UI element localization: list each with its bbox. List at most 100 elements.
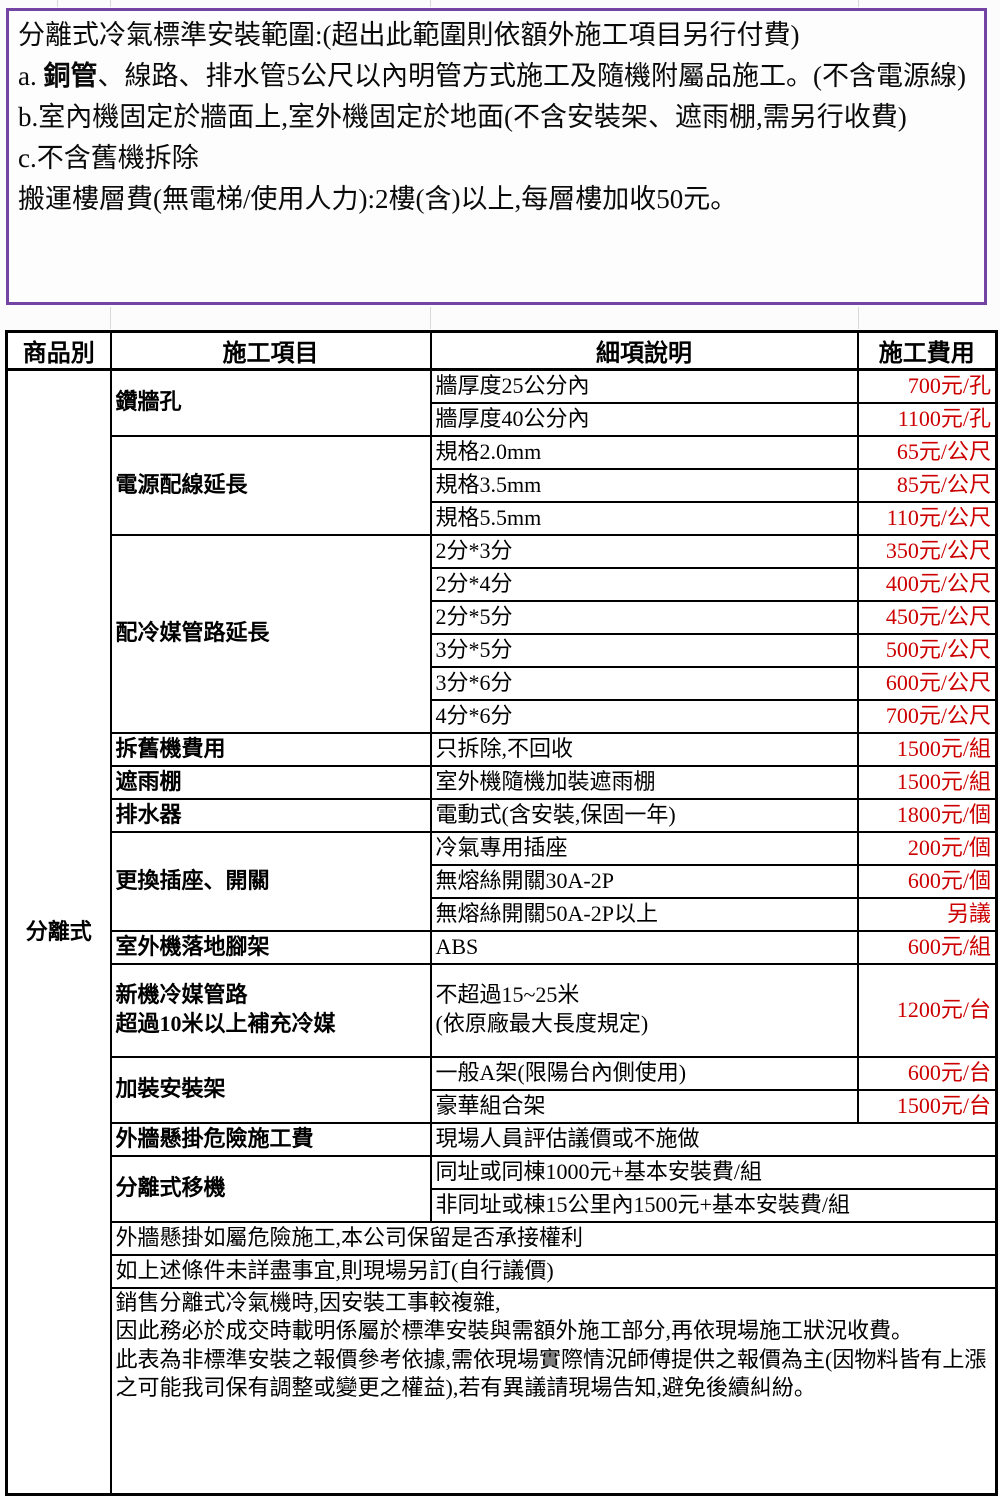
table-row: 分離式 鑽牆孔 牆厚度25公分內 700元/孔 (5, 368, 998, 1496)
detail-cell: 規格3.5mm (429, 467, 859, 503)
detail-cell: 3分*5分 (429, 632, 859, 668)
fee-cell: 200元/個 (856, 830, 998, 866)
table-row: 外牆懸掛危險施工費 現場人員評估議價或不施做 (7, 1121, 998, 1157)
detail-cell: 豪華組合架 (429, 1088, 859, 1124)
fee-cell: 1800元/個 (856, 797, 998, 833)
gridline (110, 307, 111, 329)
item-label: 電源配線延長 (109, 434, 432, 536)
header-detail: 細項說明 (429, 330, 859, 371)
table-row: 更換插座、開關 冷氣專用插座 200元/個 (7, 830, 998, 932)
notice-item-a: a. 銅管、線路、排水管5公尺以內明管方式施工及隨機附屬品施工。(不含電源線) (18, 61, 966, 91)
detail-cell: 室外機隨機加裝遮雨棚 (429, 764, 859, 800)
table-row: 2分*5分 450元/公尺 (7, 599, 998, 635)
fee-cell: 500元/公尺 (856, 632, 998, 668)
fee-cell: 另議 (856, 896, 998, 932)
notice-item-b: b.室內機固定於牆面上,室外機固定於地面(不含安裝架、遮雨棚,需另行收費) (18, 102, 907, 132)
pricing-table: 商品別 施工項目 細項說明 施工費用 分離式 鑽牆孔 牆厚度25公分內 700元… (5, 330, 998, 1496)
gridline (430, 307, 431, 329)
detail-cell: 規格2.0mm (429, 434, 859, 470)
table-row: 規格5.5mm 110元/公尺 (7, 500, 998, 536)
fee-cell: 85元/公尺 (856, 467, 998, 503)
table-row: 3分*6分 600元/公尺 (7, 665, 998, 701)
category-cell: 分離式 (5, 368, 112, 1496)
gridline (430, 0, 431, 7)
fee-cell: 65元/公尺 (856, 434, 998, 470)
detail-cell: 電動式(含安裝,保固一年) (429, 797, 859, 833)
detail-cell: 不超過15~25米 (依原廠最大長度規定) (429, 962, 859, 1058)
detail-cell: 現場人員評估議價或不施做 (429, 1121, 998, 1157)
detail-cell: 2分*4分 (429, 566, 859, 602)
item-label: 外牆懸掛危險施工費 (109, 1121, 432, 1157)
table-row: 非同址或棟15公里內1500元+基本安裝費/組 (7, 1187, 998, 1223)
note-unlisted-terms: 如上述條件未詳盡事宜,則現場另訂(自行議價) (109, 1253, 998, 1289)
table-row: 豪華組合架 1500元/台 (7, 1088, 998, 1124)
table-row: 牆厚度40公分內 1100元/孔 (7, 401, 998, 437)
table-row: 分離式移機 同址或同棟1000元+基本安裝費/組 (7, 1154, 998, 1223)
detail-cell: 只拆除,不回收 (429, 731, 859, 767)
fee-cell: 350元/公尺 (856, 533, 998, 569)
gridline (858, 307, 859, 329)
fee-cell: 600元/個 (856, 863, 998, 899)
item-label: 分離式移機 (109, 1154, 432, 1223)
gridline (57, 0, 58, 7)
fee-cell: 110元/公尺 (856, 500, 998, 536)
fee-cell: 700元/孔 (856, 368, 998, 404)
fee-cell: 600元/台 (856, 1055, 998, 1091)
detail-cell: 一般A架(限陽台內側使用) (429, 1055, 859, 1091)
table-row: 電源配線延長 規格2.0mm 65元/公尺 (7, 434, 998, 536)
note-danger-rights: 外牆懸掛如屬危險施工,本公司保留是否承接權利 (109, 1220, 998, 1256)
item-label: 鑽牆孔 (109, 368, 432, 437)
table-row: 規格3.5mm 85元/公尺 (7, 467, 998, 503)
table-row: 無熔絲開關30A-2P 600元/個 (7, 863, 998, 899)
detail-cell: 2分*5分 (429, 599, 859, 635)
notice-item-a-bold: 銅管 (43, 61, 98, 91)
note-row: 外牆懸掛如屬危險施工,本公司保留是否承接權利 (7, 1220, 998, 1256)
fee-cell: 1200元/台 (856, 962, 998, 1058)
detail-cell: 無熔絲開關50A-2P以上 (429, 896, 859, 932)
table-row: 無熔絲開關50A-2P以上 另議 (7, 896, 998, 932)
item-label: 室外機落地腳架 (109, 929, 432, 965)
item-label: 排水器 (109, 797, 432, 833)
fee-cell: 700元/公尺 (856, 698, 998, 734)
item-label: 配冷媒管路延長 (109, 533, 432, 734)
table-row: 拆舊機費用 只拆除,不回收 1500元/組 (7, 731, 998, 767)
detail-cell: 非同址或棟15公里內1500元+基本安裝費/組 (429, 1187, 998, 1223)
fee-cell: 1500元/組 (856, 731, 998, 767)
note-disclaimer-block: 銷售分離式冷氣機時,因安裝工事較複雜, 因此務必於成交時載明係屬於標準安裝與需額… (109, 1286, 998, 1496)
notice-item-c: c.不含舊機拆除 (18, 143, 199, 173)
notice-floor-fee: 搬運樓層費(無電梯/使用人力):2樓(含)以上,每層樓加收50元。 (18, 184, 738, 214)
detail-cell: 無熔絲開關30A-2P (429, 863, 859, 899)
fee-cell: 1100元/孔 (856, 401, 998, 437)
table-row: 新機冷媒管路 超過10米以上補充冷媒 不超過15~25米 (依原廠最大長度規定)… (7, 962, 998, 1058)
header-category: 商品別 (5, 330, 112, 371)
notice-title: 分離式冷氣標準安裝範圍:(超出此範圍則依額外施工項目另行付費) (18, 20, 800, 50)
table-row: 3分*5分 500元/公尺 (7, 632, 998, 668)
table-row: 4分*6分 700元/公尺 (7, 698, 998, 734)
gridline (110, 0, 111, 7)
table-row: 2分*4分 400元/公尺 (7, 566, 998, 602)
item-label: 更換插座、開關 (109, 830, 432, 932)
detail-cell: 3分*6分 (429, 665, 859, 701)
detail-cell: ABS (429, 929, 859, 965)
item-label: 遮雨棚 (109, 764, 432, 800)
header-item: 施工項目 (109, 330, 432, 371)
fee-cell: 600元/公尺 (856, 665, 998, 701)
table-row: 室外機落地腳架 ABS 600元/組 (7, 929, 998, 965)
detail-cell: 規格5.5mm (429, 500, 859, 536)
item-label: 拆舊機費用 (109, 731, 432, 767)
detail-cell: 4分*6分 (429, 698, 859, 734)
detail-cell: 牆厚度25公分內 (429, 368, 859, 404)
table-header-row: 商品別 施工項目 細項說明 施工費用 (5, 330, 998, 371)
fee-cell: 400元/公尺 (856, 566, 998, 602)
note-row: 銷售分離式冷氣機時,因安裝工事較複雜, 因此務必於成交時載明係屬於標準安裝與需額… (7, 1286, 998, 1496)
table-row: 加裝安裝架 一般A架(限陽台內側使用) 600元/台 (7, 1055, 998, 1124)
detail-cell: 冷氣專用插座 (429, 830, 859, 866)
table-row: 配冷媒管路延長 2分*3分 350元/公尺 (7, 533, 998, 734)
detail-cell: 牆厚度40公分內 (429, 401, 859, 437)
fee-cell: 1500元/組 (856, 764, 998, 800)
header-fee: 施工費用 (856, 330, 998, 371)
gridline (858, 0, 859, 7)
fee-cell: 450元/公尺 (856, 599, 998, 635)
fee-cell: 600元/組 (856, 929, 998, 965)
fee-cell: 1500元/台 (856, 1088, 998, 1124)
